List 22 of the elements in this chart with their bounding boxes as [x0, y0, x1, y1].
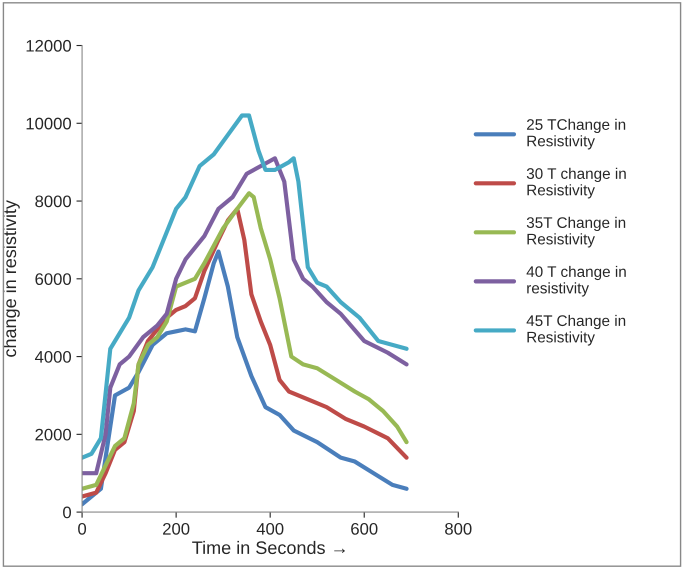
line-series — [82, 250, 409, 506]
legend-label: 25 TChange in Resistivity — [526, 118, 626, 150]
y-tick-label: 4000 — [34, 350, 72, 363]
y-axis-title: change in resistivity — [2, 200, 20, 357]
y-tick-label: 12000 — [26, 40, 72, 52]
legend-label: 40 T change in resistivity — [526, 266, 626, 297]
x-tick-label: 600 — [351, 522, 378, 535]
x-axis-title: Time in Seconds → — [192, 540, 345, 554]
legend-label: 35T Change in Resistivity — [526, 216, 626, 248]
y-tick-label: 8000 — [35, 195, 72, 208]
line-series — [82, 113, 409, 460]
y-tick-label: 6000 — [35, 273, 72, 286]
x-tick-label: 400 — [256, 522, 284, 535]
y-tick-label: 2000 — [35, 428, 72, 441]
x-tick-label: 800 — [445, 522, 472, 535]
y-tick-label: 10000 — [26, 118, 72, 130]
y-tick-label: 0 — [63, 506, 72, 518]
x-tick-label: 200 — [163, 522, 190, 535]
legend-label: 45T Change in Resistivity — [526, 314, 626, 346]
legend-label: 30 T change in Resistivity — [526, 168, 626, 198]
line-series — [82, 156, 409, 476]
x-tick-label: 0 — [78, 522, 86, 535]
